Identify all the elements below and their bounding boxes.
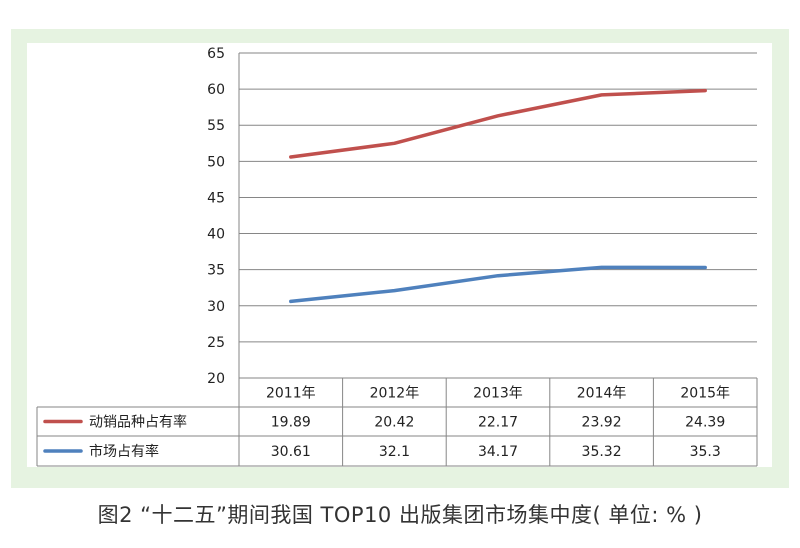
y-tick-label: 60 — [207, 82, 225, 98]
x-category-label: 2013年 — [473, 386, 523, 402]
x-category-label: 2015年 — [680, 386, 730, 402]
table-value: 35.3 — [690, 444, 721, 460]
y-tick-label: 25 — [207, 335, 225, 351]
figure-caption: 图2 “十二五”期间我国 TOP10 出版集团市场集中度( 单位: % ) — [97, 503, 703, 527]
table-value: 20.42 — [374, 415, 414, 431]
table-value: 34.17 — [478, 444, 518, 460]
series-line — [289, 265, 707, 304]
y-tick-label: 55 — [207, 118, 225, 134]
y-tick-label: 30 — [207, 299, 225, 315]
x-category-label: 2014年 — [577, 386, 627, 402]
table-value: 32.1 — [379, 444, 410, 460]
y-tick-label: 20 — [207, 371, 225, 387]
y-tick-label: 35 — [207, 263, 225, 279]
y-tick-label: 40 — [207, 227, 225, 243]
y-tick-label: 65 — [207, 46, 225, 62]
table-value: 23.92 — [582, 415, 622, 431]
legend-label: 动销品种占有率 — [89, 414, 187, 431]
x-category-label: 2012年 — [370, 386, 420, 402]
series-line — [289, 88, 707, 159]
y-tick-label: 45 — [207, 190, 225, 206]
table-value: 35.32 — [582, 444, 622, 460]
table-value: 30.61 — [271, 444, 311, 460]
chart-area: 20 25 30 35 40 45 50 55 60 65 2011年 2012年 2013年 2014年… — [27, 43, 772, 467]
table-value: 22.17 — [478, 415, 518, 431]
x-category-label: 2011年 — [266, 386, 316, 402]
y-tick-label: 50 — [207, 154, 225, 170]
line-chart-with-data-table: 20 25 30 35 40 45 50 55 60 65 2011年 2012年 2013年 2014年… — [36, 46, 758, 467]
legend-label: 市场占有率 — [89, 443, 159, 460]
table-value: 24.39 — [685, 415, 725, 431]
table-value: 19.89 — [271, 415, 311, 431]
